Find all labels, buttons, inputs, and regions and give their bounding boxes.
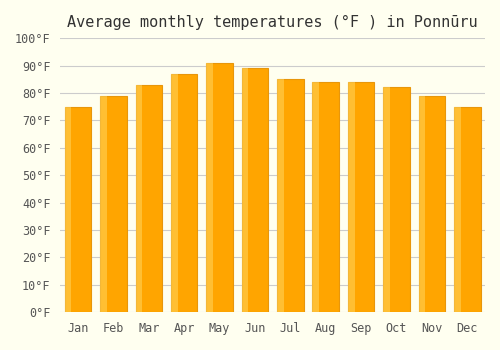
Bar <box>348 82 374 312</box>
Bar <box>65 107 92 312</box>
Bar <box>418 96 426 312</box>
Bar <box>277 79 283 312</box>
Bar <box>171 74 198 312</box>
Bar <box>65 107 71 312</box>
Bar <box>242 68 248 312</box>
Bar <box>312 82 319 312</box>
Bar <box>136 85 162 312</box>
Bar <box>206 63 233 312</box>
Bar <box>100 96 126 312</box>
Bar <box>384 88 390 312</box>
Bar <box>100 96 107 312</box>
Bar <box>206 63 213 312</box>
Bar <box>171 74 177 312</box>
Bar <box>348 82 354 312</box>
Title: Average monthly temperatures (°F ) in Ponnūru: Average monthly temperatures (°F ) in Po… <box>68 15 478 30</box>
Bar <box>242 68 268 312</box>
Bar <box>312 82 339 312</box>
Bar <box>277 79 303 312</box>
Bar <box>454 107 460 312</box>
Bar <box>136 85 142 312</box>
Bar <box>454 107 480 312</box>
Bar <box>384 88 410 312</box>
Bar <box>418 96 445 312</box>
